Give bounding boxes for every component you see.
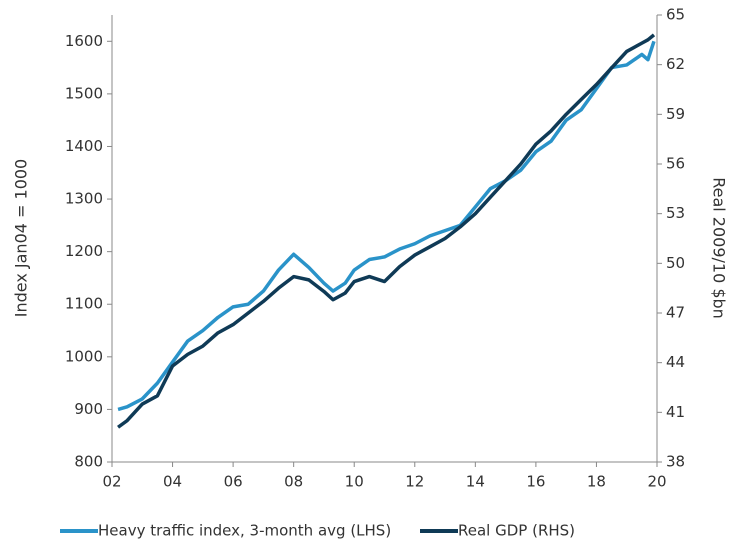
x-tick-label: 04 [163, 473, 182, 491]
x-tick-label: 06 [224, 473, 243, 491]
y-tick-label: 1400 [65, 137, 103, 155]
y-tick-label: 1300 [65, 190, 103, 208]
y-tick-label: 800 [74, 453, 103, 471]
series-line [117, 40, 656, 412]
x-tick-label: 18 [587, 473, 606, 491]
y2-tick-label: 38 [666, 453, 685, 471]
y-tick-label: 1200 [65, 242, 103, 260]
y2-axis-label: Real 2009/10 $bn [710, 177, 729, 319]
y-tick-label: 1600 [65, 32, 103, 50]
y-tick-label: 1000 [65, 347, 103, 365]
x-tick-label: 20 [647, 473, 666, 491]
y-tick-label: 900 [74, 400, 103, 418]
y2-tick-label: 44 [666, 353, 685, 371]
x-tick-label: 16 [526, 473, 545, 491]
x-tick-label: 02 [102, 473, 121, 491]
y2-tick-label: 41 [666, 403, 685, 421]
y2-tick-label: 50 [666, 254, 685, 272]
y-tick-label: 1100 [65, 295, 103, 313]
y2-tick-label: 53 [666, 204, 685, 222]
y2-tick-label: 59 [666, 105, 685, 123]
x-tick-label: 14 [466, 473, 485, 491]
x-tick-label: 12 [405, 473, 424, 491]
y-tick-label: 1500 [65, 84, 103, 102]
legend-label: Real GDP (RHS) [458, 522, 575, 540]
legend-label: Heavy traffic index, 3-month avg (LHS) [98, 522, 391, 540]
x-tick-label: 08 [284, 473, 303, 491]
series-line [117, 33, 656, 429]
y-axis-label: Index Jan04 = 1000 [12, 159, 31, 317]
y2-tick-label: 56 [666, 155, 685, 173]
y2-tick-label: 65 [666, 6, 685, 24]
y2-tick-label: 47 [666, 304, 685, 322]
y2-tick-label: 62 [666, 55, 685, 73]
x-tick-label: 10 [345, 473, 364, 491]
